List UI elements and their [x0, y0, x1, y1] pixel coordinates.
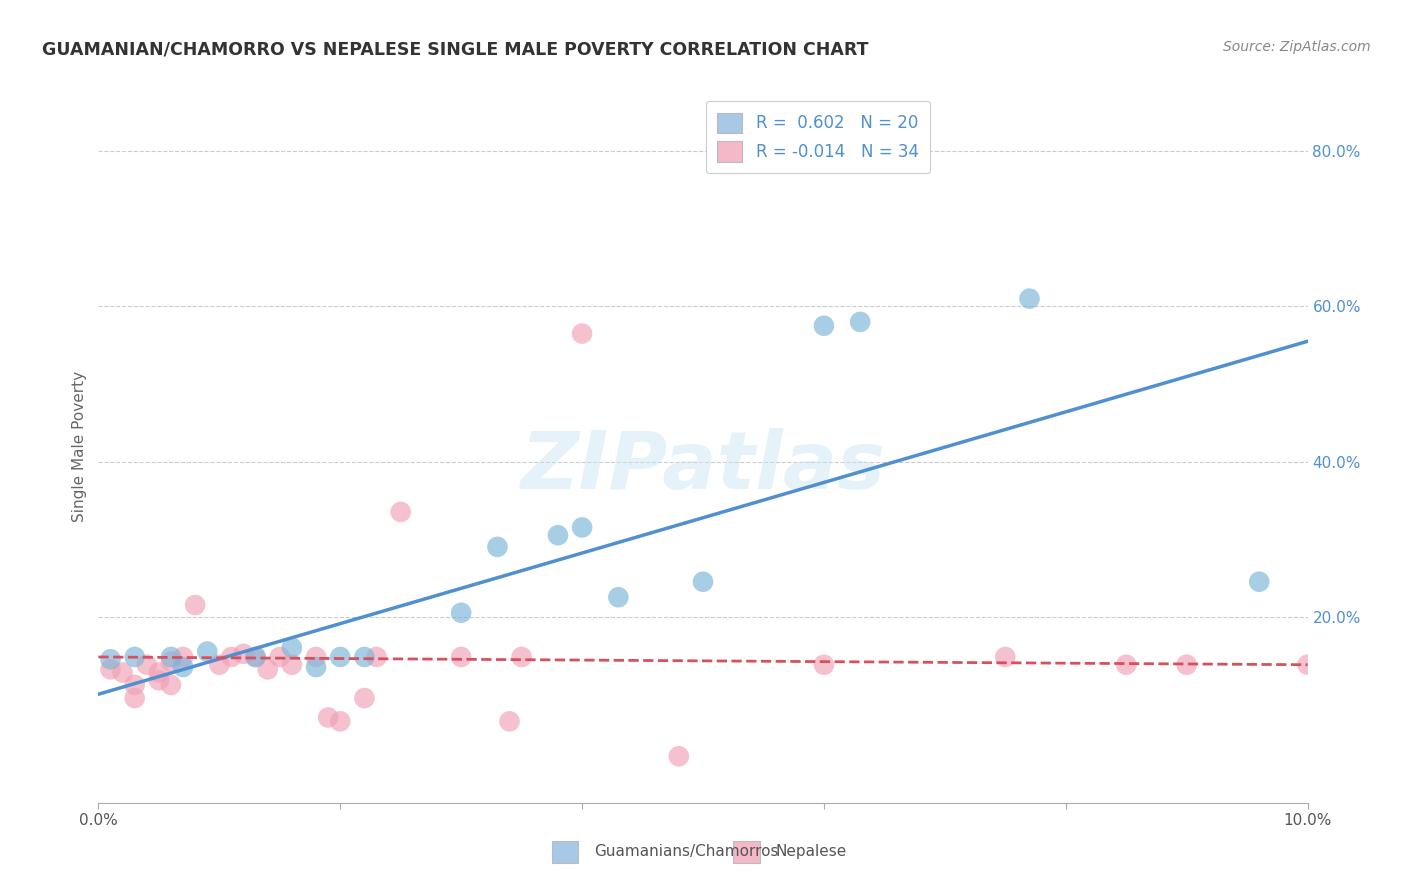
Point: [208, 657, 231, 672]
Point: [100, 662, 122, 676]
Point: [1018, 292, 1040, 306]
Point: [172, 660, 194, 674]
Point: [329, 714, 352, 729]
Point: [486, 540, 509, 554]
Point: [849, 315, 872, 329]
Point: [353, 650, 375, 665]
Point: [100, 652, 122, 666]
Point: [692, 574, 714, 589]
Point: [221, 650, 243, 665]
Point: [813, 318, 835, 333]
Point: [547, 528, 569, 542]
Point: [994, 650, 1017, 665]
Point: [1175, 657, 1198, 672]
Point: [124, 650, 146, 665]
Point: [148, 665, 170, 680]
Point: [135, 657, 157, 672]
Y-axis label: Single Male Poverty: Single Male Poverty: [72, 370, 87, 522]
Point: [498, 714, 520, 729]
Text: Guamanians/Chamorros: Guamanians/Chamorros: [595, 844, 779, 859]
Point: [184, 598, 207, 612]
Point: [256, 662, 278, 676]
Bar: [553, 840, 578, 863]
Text: GUAMANIAN/CHAMORRO VS NEPALESE SINGLE MALE POVERTY CORRELATION CHART: GUAMANIAN/CHAMORRO VS NEPALESE SINGLE MA…: [42, 40, 869, 58]
Point: [269, 650, 291, 665]
Point: [195, 644, 218, 658]
Point: [353, 691, 375, 706]
Text: ZIPatlas: ZIPatlas: [520, 428, 886, 507]
Point: [160, 655, 183, 669]
Point: [281, 640, 304, 655]
Bar: [734, 840, 759, 863]
Point: [305, 660, 328, 674]
Text: Nepalese: Nepalese: [776, 844, 846, 859]
Point: [571, 520, 593, 534]
Point: [1296, 657, 1319, 672]
Point: [450, 650, 472, 665]
Point: [1249, 574, 1271, 589]
Point: [232, 647, 254, 661]
Text: Source: ZipAtlas.com: Source: ZipAtlas.com: [1223, 40, 1371, 54]
Point: [245, 650, 267, 665]
Point: [160, 650, 183, 665]
Point: [160, 678, 183, 692]
Point: [813, 657, 835, 672]
Point: [389, 505, 412, 519]
Point: [571, 326, 593, 341]
Point: [124, 678, 146, 692]
Point: [329, 650, 352, 665]
Point: [172, 650, 194, 665]
Legend: R =  0.602   N = 20, R = -0.014   N = 34: R = 0.602 N = 20, R = -0.014 N = 34: [706, 101, 931, 173]
Point: [668, 749, 690, 764]
Point: [305, 650, 328, 665]
Point: [245, 650, 267, 665]
Point: [450, 606, 472, 620]
Point: [111, 665, 134, 680]
Point: [316, 710, 339, 724]
Point: [148, 673, 170, 688]
Point: [510, 650, 533, 665]
Point: [607, 591, 630, 605]
Point: [124, 691, 146, 706]
Point: [1115, 657, 1137, 672]
Point: [281, 657, 304, 672]
Point: [366, 650, 388, 665]
